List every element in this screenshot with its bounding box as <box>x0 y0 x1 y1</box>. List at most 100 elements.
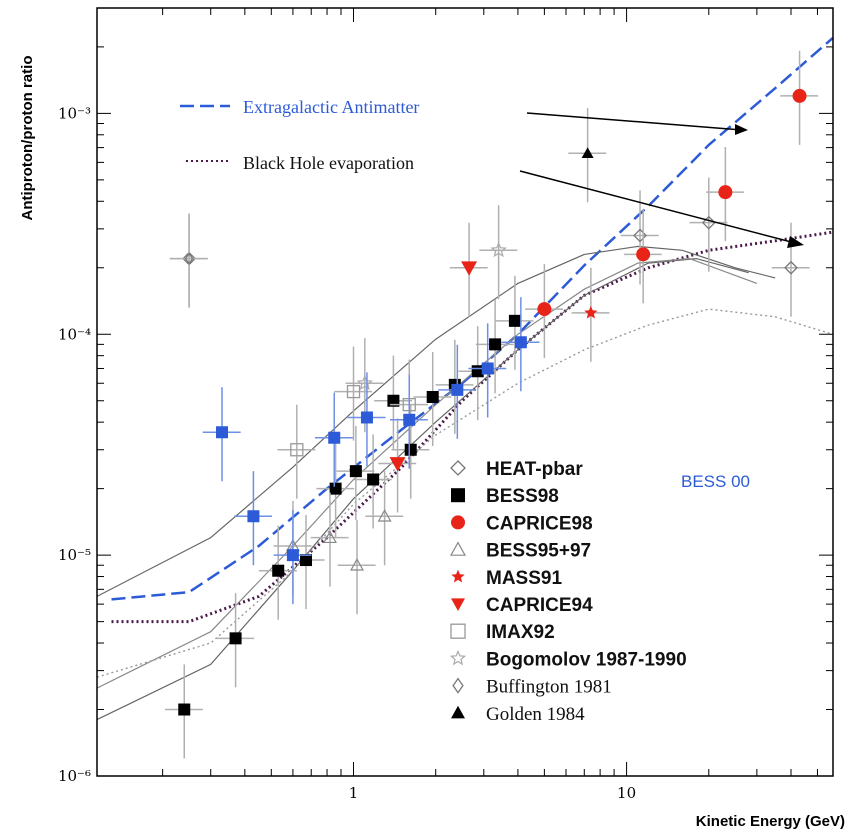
data-point <box>367 473 380 486</box>
axis-ticks: 1 10 10⁻⁶ 10⁻⁵ 10⁻⁴ 10⁻³ <box>58 7 833 802</box>
arrowhead-icon <box>787 236 804 248</box>
data-point <box>178 703 191 716</box>
data-point <box>581 147 594 159</box>
legend-symbol <box>450 623 466 639</box>
data-point <box>389 457 406 472</box>
data-point <box>701 215 716 230</box>
series-caprice98 <box>525 50 819 359</box>
legend-symbol <box>451 569 465 583</box>
legend: HEAT-pbar BESS98 CAPRICE98 BESS95+97 MASS91 C… <box>449 459 687 725</box>
model-curve <box>111 36 834 601</box>
y-tick-label: 10⁻⁶ <box>58 767 91 785</box>
data-point <box>387 394 400 407</box>
data-point <box>322 530 337 544</box>
legend-label: Buffington 1981 <box>486 677 612 698</box>
legend-label: CAPRICE94 <box>486 595 593 616</box>
data-point <box>636 247 651 262</box>
data-points <box>164 50 819 759</box>
series-bogomolov-1987-1990 <box>345 205 518 433</box>
legend-item: CAPRICE98 <box>451 513 593 534</box>
legend-symbol <box>449 541 467 556</box>
data-point <box>216 426 229 439</box>
legend-item: MASS91 <box>451 568 562 589</box>
series-heat-pbar <box>169 177 810 317</box>
data-point <box>272 564 285 577</box>
legend-item: BESS95+97 <box>449 541 591 562</box>
series-mass91 <box>571 267 610 362</box>
legend-symbol <box>449 649 467 666</box>
legend-label: Bogomolov 1987-1990 <box>486 649 687 670</box>
data-point <box>792 88 807 103</box>
legend-label: BESS98 <box>486 486 559 507</box>
data-point <box>404 443 417 456</box>
plot-frame <box>96 7 834 777</box>
data-point <box>290 443 304 457</box>
data-point <box>451 383 464 396</box>
legend-item: Bogomolov 1987-1990 <box>449 649 687 670</box>
data-point <box>784 260 798 275</box>
data-point <box>346 384 361 399</box>
x-axis-label: Kinetic Energy (GeV) <box>696 813 845 830</box>
data-point <box>349 465 362 478</box>
data-point <box>461 261 478 276</box>
legend-label: IMAX92 <box>486 622 555 643</box>
legend-item: Buffington 1981 <box>452 677 612 698</box>
legend-item: Golden 1984 <box>451 704 585 725</box>
legend-label: CAPRICE98 <box>486 513 593 534</box>
data-point <box>356 374 374 391</box>
data-point <box>377 508 392 522</box>
bess00-label: BESS 00 <box>681 472 750 491</box>
legend-item: IMAX92 <box>450 622 555 643</box>
legend-symbol <box>451 598 465 611</box>
y-axis-label: Antiproton/proton ratio <box>19 56 36 221</box>
data-point <box>489 338 502 351</box>
y-tick-label: 10⁻⁴ <box>58 325 91 343</box>
model-curve <box>96 245 776 597</box>
data-point <box>300 554 313 567</box>
black-hole-label: Black Hole evaporation <box>243 153 414 173</box>
legend-label: BESS95+97 <box>486 541 591 562</box>
legend-item: CAPRICE94 <box>451 595 593 616</box>
x-tick-label: 10 <box>617 784 636 802</box>
data-point <box>718 185 733 200</box>
extragalactic-label: Extragalactic Antimatter <box>243 97 419 117</box>
data-point <box>490 241 507 258</box>
legend-symbol <box>451 705 465 719</box>
x-tick-label: 1 <box>349 784 359 802</box>
series-caprice94 <box>378 222 488 513</box>
model-curve <box>96 257 749 721</box>
data-point <box>537 302 552 317</box>
legend-label: Golden 1984 <box>486 704 585 725</box>
data-point <box>508 314 521 327</box>
plot-border <box>96 7 834 777</box>
legend-symbol <box>450 460 466 476</box>
annotation-black-hole: Black Hole evaporation <box>186 153 804 248</box>
legend-label: HEAT-pbar <box>486 459 583 480</box>
legend-symbol <box>451 515 465 530</box>
data-point <box>584 305 598 319</box>
legend-label: MASS91 <box>486 568 562 589</box>
model-curve <box>96 308 834 678</box>
series-bess-00 <box>202 297 540 605</box>
data-point <box>184 252 194 265</box>
data-point <box>286 549 299 562</box>
model-curves <box>96 36 834 721</box>
data-point <box>349 557 365 571</box>
y-tick-label: 10⁻³ <box>58 104 91 122</box>
data-point <box>360 411 373 424</box>
series-golden-1984 <box>568 108 607 203</box>
data-point <box>247 510 260 523</box>
arrowhead-icon <box>735 124 748 135</box>
legend-item: BESS98 <box>451 486 559 507</box>
data-point <box>229 632 242 645</box>
y-tick-label: 10⁻⁵ <box>58 546 91 564</box>
data-point <box>328 431 341 444</box>
data-point <box>633 228 647 243</box>
legend-symbol <box>452 677 464 694</box>
data-point <box>403 413 416 426</box>
data-point <box>329 482 342 495</box>
legend-item: HEAT-pbar <box>450 459 583 480</box>
annotation-extragalactic: Extragalactic Antimatter <box>180 97 748 135</box>
data-point <box>514 336 527 349</box>
